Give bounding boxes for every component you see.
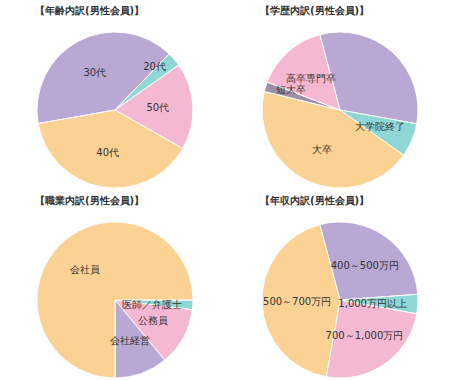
html-text:【職業内訳(男性会員)】: 【職業内訳(男性会員)】 xyxy=(35,195,145,206)
svg-text:1,000万円以上: 1,000万円以上 xyxy=(338,298,407,309)
svg-text:会社経営: 会社経営 xyxy=(110,335,150,346)
svg-text:大学院終了: 大学院終了 xyxy=(355,121,405,132)
svg-text:公務員: 公務員 xyxy=(138,315,168,326)
html-text:【学歴内訳(男性会員)】: 【学歴内訳(男性会員)】 xyxy=(260,5,370,16)
svg-text:会社員: 会社員 xyxy=(70,264,100,275)
svg-text:400～500万円: 400～500万円 xyxy=(331,260,399,271)
svg-text:医師／弁護士: 医師／弁護士 xyxy=(122,299,182,310)
svg-text:50代: 50代 xyxy=(146,102,169,113)
html-text:【年齢内訳(男性会員)】: 【年齢内訳(男性会員)】 xyxy=(35,5,145,16)
html-text:【年収内訳(男性会員)】: 【年収内訳(男性会員)】 xyxy=(260,195,370,206)
svg-text:40代: 40代 xyxy=(96,147,119,158)
svg-text:高卒専門卒: 高卒専門卒 xyxy=(286,73,336,84)
svg-text:大卒: 大卒 xyxy=(312,144,332,155)
svg-text:30代: 30代 xyxy=(83,67,106,78)
svg-text:700～1,000万円: 700～1,000万円 xyxy=(326,330,404,341)
svg-text:500～700万円: 500～700万円 xyxy=(263,296,331,307)
svg-text:短大卒: 短大卒 xyxy=(276,84,306,95)
svg-text:20代: 20代 xyxy=(143,61,166,72)
